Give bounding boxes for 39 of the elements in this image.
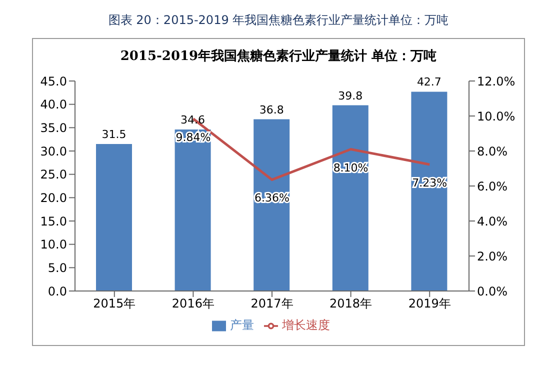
y2-tick-label: 2.0%	[477, 249, 508, 264]
y2-tick-label: 8.0%	[477, 144, 508, 158]
y2-tick-label: 4.0%	[477, 214, 508, 228]
x-tick-label: 2017年	[250, 296, 294, 311]
y-tick-label: 10.0	[40, 238, 67, 252]
y2-tick-label: 10.0%	[477, 109, 516, 124]
data-label: 9.84%	[176, 130, 211, 144]
data-label: 36.8	[259, 103, 284, 116]
data-label: 31.5	[102, 128, 126, 141]
bar	[411, 92, 448, 291]
y-tick-label: 25.0	[40, 168, 67, 182]
chart-subtitle: 2015-2019年我国焦糖色素行业产量统计 单位：万吨	[119, 48, 438, 65]
x-tick-label: 2016年	[172, 296, 214, 311]
bar	[254, 119, 290, 291]
y-tick-label: 15.0	[40, 214, 67, 228]
y-tick-label: 40.0	[40, 98, 67, 112]
y-tick-label: 0.0	[48, 284, 67, 298]
x-tick-label: 2018年	[330, 296, 372, 311]
y-tick-label: 20.0	[40, 190, 67, 205]
data-label: 39.8	[338, 89, 363, 102]
y-tick-label: 45.0	[40, 74, 67, 88]
data-label: 8.10%	[333, 161, 368, 174]
y2-tick-label: 0.0%	[477, 284, 508, 298]
data-label: 7.23%	[412, 176, 448, 190]
y-tick-label: 35.0	[40, 120, 67, 135]
y-tick-label: 5.0	[48, 260, 67, 275]
y2-tick-label: 12.0%	[477, 74, 516, 88]
bar	[174, 130, 211, 291]
bar	[96, 144, 132, 291]
bar	[332, 105, 368, 291]
data-label: 42.7	[416, 76, 442, 89]
y-tick-label: 30.0	[40, 144, 67, 158]
x-tick-label: 2019年	[408, 296, 451, 311]
legend-label: 产量	[230, 318, 254, 332]
x-tick-label: 2015年	[93, 296, 136, 311]
data-label: 6.36%	[254, 192, 290, 205]
chart-title: 图表 20：2015-2019 年我国焦糖色素行业产量统计单位：万吨	[107, 12, 450, 29]
y2-tick-label: 6.0%	[477, 179, 508, 194]
legend-label: 增长速度	[282, 318, 330, 332]
